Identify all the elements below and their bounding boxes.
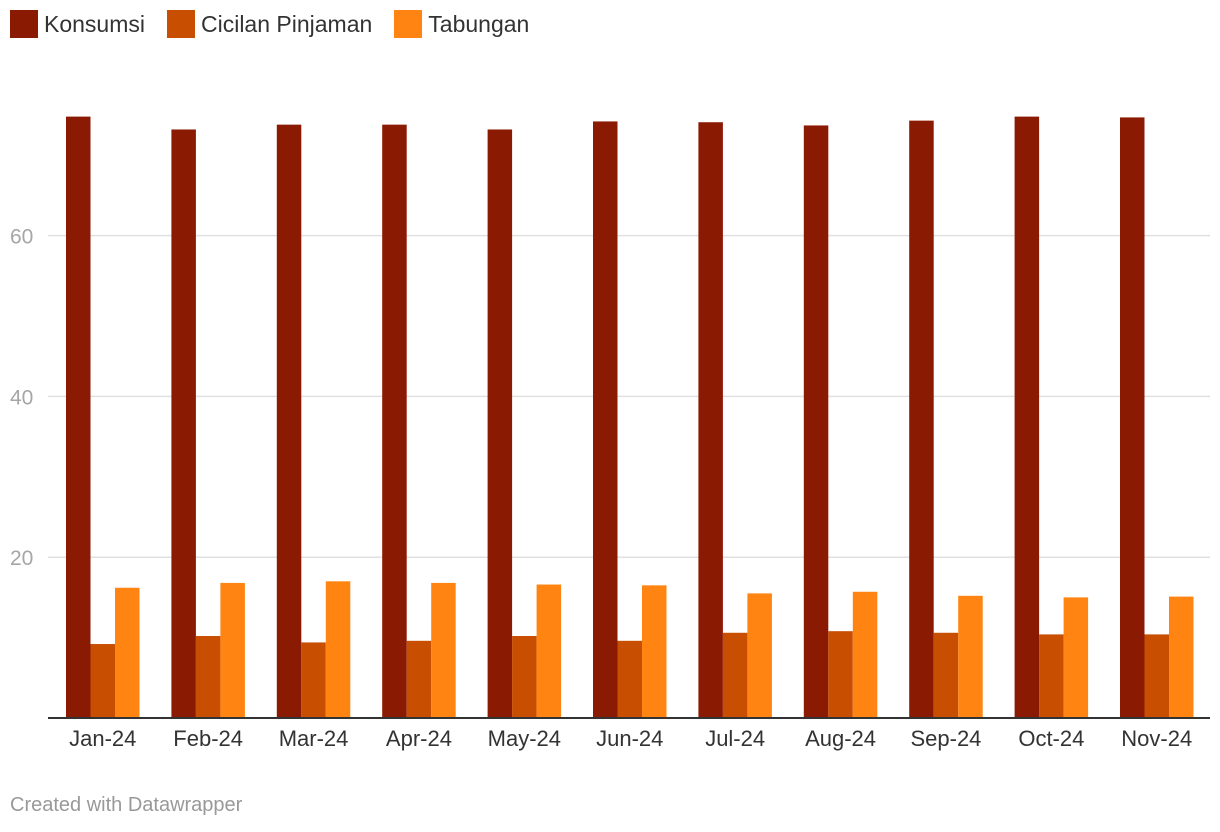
bar-konsumsi-mar-24 (276, 124, 302, 718)
bar-cicilan-pinjaman-aug-24 (828, 631, 853, 718)
bar-konsumsi-aug-24 (803, 125, 829, 718)
bar-tabungan-jan-24 (115, 587, 140, 718)
datawrapper-credit: Created with Datawrapper (10, 794, 243, 816)
y-tick-label-40: 40 (10, 386, 33, 409)
bar-cicilan-pinjaman-may-24 (512, 635, 537, 718)
y-tick-label-60: 60 (10, 226, 33, 249)
x-tick-label-may-24: May-24 (488, 726, 561, 751)
bar-cicilan-pinjaman-nov-24 (1144, 634, 1169, 718)
legend-swatch-konsumsi (10, 10, 38, 38)
bar-konsumsi-jan-24 (66, 116, 91, 718)
x-tick-label-oct-24: Oct-24 (1018, 726, 1084, 751)
bar-tabungan-jul-24 (747, 593, 772, 718)
bars-layer (66, 116, 1194, 719)
bar-tabungan-mar-24 (325, 581, 351, 718)
legend-item-tabungan: Tabungan (394, 10, 529, 38)
bar-tabungan-aug-24 (852, 591, 878, 718)
legend-item-konsumsi: Konsumsi (10, 10, 145, 38)
axis-layer: Jan-24 Feb-24 Mar-24 Apr-24 May-24 Jun-24 Jul-… (48, 717, 1210, 751)
x-tick-label-aug-24: Aug-24 (805, 726, 876, 751)
bar-tabungan-apr-24 (431, 582, 456, 718)
bar-tabungan-jun-24 (642, 585, 667, 718)
bar-konsumsi-sep-24 (909, 120, 934, 719)
bar-cicilan-pinjaman-jan-24 (90, 644, 115, 718)
x-tick-label-nov-24: Nov-24 (1121, 726, 1192, 751)
bar-cicilan-pinjaman-apr-24 (406, 640, 432, 718)
legend-label-cicilan-pinjaman: Cicilan Pinjaman (200, 11, 373, 37)
bar-tabungan-may-24 (536, 584, 562, 718)
bar-konsumsi-feb-24 (171, 129, 196, 719)
bar-chart: 20 40 60 Jan-24 Feb-24 Mar-24 Apr-24 May-24 Jun… (10, 116, 1210, 751)
y-tick-label-20: 20 (10, 547, 33, 570)
x-tick-label-mar-24: Mar-24 (279, 726, 349, 751)
bar-konsumsi-jun-24 (593, 121, 618, 718)
legend-swatch-cicilan-pinjaman (166, 10, 195, 38)
x-tick-label-jan-24: Jan-24 (69, 726, 136, 751)
bar-konsumsi-nov-24 (1120, 117, 1145, 719)
x-tick-label-jun-24: Jun-24 (596, 726, 663, 751)
x-tick-label-sep-24: Sep-24 (910, 726, 981, 751)
chart-legend: Konsumsi Cicilan Pinjaman Tabungan (10, 10, 551, 38)
bar-konsumsi-jul-24 (698, 122, 723, 718)
legend-label-konsumsi: Konsumsi (44, 11, 145, 37)
x-tick-label-feb-24: Feb-24 (173, 726, 243, 751)
bar-cicilan-pinjaman-oct-24 (1039, 634, 1064, 718)
legend-swatch-tabungan (394, 10, 423, 38)
bar-cicilan-pinjaman-jun-24 (617, 640, 642, 718)
legend-label-tabungan: Tabungan (428, 11, 530, 37)
x-tick-label-jul-24: Jul-24 (705, 726, 765, 751)
bar-cicilan-pinjaman-mar-24 (301, 642, 326, 718)
bar-konsumsi-apr-24 (382, 124, 407, 718)
bar-tabungan-sep-24 (958, 595, 983, 718)
bar-tabungan-oct-24 (1063, 597, 1089, 718)
bar-konsumsi-oct-24 (1014, 116, 1040, 718)
legend-item-cicilan-pinjaman: Cicilan Pinjaman (166, 10, 373, 38)
bar-cicilan-pinjaman-sep-24 (933, 632, 959, 718)
bar-konsumsi-may-24 (487, 129, 513, 719)
bar-cicilan-pinjaman-feb-24 (195, 635, 221, 718)
x-tick-label-apr-24: Apr-24 (386, 726, 452, 751)
bar-tabungan-feb-24 (220, 582, 245, 718)
bar-tabungan-nov-24 (1169, 596, 1194, 718)
bar-cicilan-pinjaman-jul-24 (722, 632, 748, 718)
